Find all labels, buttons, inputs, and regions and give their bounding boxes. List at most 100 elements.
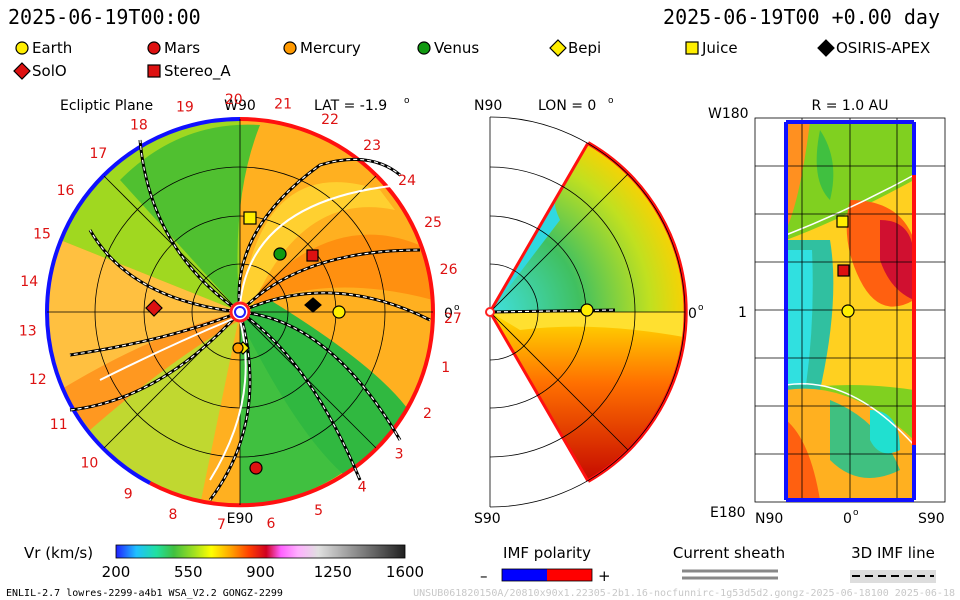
- legend-item-bepi: Bepi: [549, 39, 601, 57]
- diamond-symbol: [13, 62, 31, 80]
- circle-symbol: [417, 41, 431, 55]
- legend-label: Mars: [164, 39, 200, 57]
- lonlat-x-mid: 0: [843, 511, 852, 527]
- meridional-lon-label: LON = 0: [538, 98, 596, 114]
- legend-label: Juice: [701, 39, 738, 57]
- square-symbol: [685, 41, 699, 55]
- rotation-number: 1: [441, 360, 450, 376]
- colorbar-ticks: 200 550 900 1250 1600: [102, 563, 424, 581]
- rotation-number: 25: [424, 215, 442, 231]
- ecliptic-lat-label: LAT = -1.9: [314, 98, 387, 114]
- lonlat-earth-marker: [841, 304, 855, 318]
- meridional-right-sup: o: [698, 303, 704, 313]
- circle-symbol: [283, 41, 297, 55]
- meridional-right-label: 0: [688, 306, 697, 322]
- meridional-polarity-border: [587, 141, 688, 483]
- imf-line-label: 3D IMF line: [851, 544, 935, 562]
- rotation-number: 15: [33, 226, 51, 242]
- rotation-number: 26: [440, 262, 458, 278]
- rotation-numbers: 19 20 212223242526271234567891011121314151…: [19, 92, 462, 533]
- footer-right: UNSUB061820150A/20810x90x1.22305-2b1.16-…: [413, 588, 955, 599]
- ecliptic-plane-panel: Ecliptic Plane: [19, 92, 462, 533]
- imf-polarity-negative-swatch: [502, 569, 547, 581]
- legend-label: Stereo_A: [164, 62, 231, 81]
- osiris-apex-marker: [304, 297, 322, 313]
- ecliptic-right-label-sup: o: [454, 303, 460, 313]
- colorbar-tick: 550: [174, 563, 203, 581]
- legend-label: OSIRIS-APEX: [836, 39, 930, 57]
- lonlat-x-left: N90: [755, 511, 783, 527]
- rotation-number: 23: [363, 138, 381, 154]
- meridional-lon-sup: o: [608, 96, 614, 106]
- legend-label: Earth: [32, 39, 72, 57]
- lonlat-y-top: W180: [708, 106, 749, 122]
- object-legend: Earth Mars Mercury Venus Bepi Juice OSIRIS-APE…: [13, 39, 930, 81]
- right-datetime: 2025-06-19T00 +0.00 day: [663, 5, 940, 29]
- rotation-number: 8: [169, 507, 178, 523]
- lonlat-border-negative: [784, 120, 914, 502]
- footer-left: ENLIL-2.7 lowres-2299-a4b1 WSA_V2.2 GONG…: [6, 588, 283, 599]
- legend-item-stereo-a: Stereo_A: [147, 62, 231, 81]
- legend-item-juice: Juice: [685, 39, 738, 57]
- rotation-number: 7: [217, 517, 226, 533]
- sun-marker: [229, 301, 251, 323]
- ecliptic-top-label: W90: [224, 98, 256, 114]
- imf-polarity-positive-swatch: [547, 569, 592, 581]
- colorbar-strip: [115, 544, 406, 559]
- meridional-bottom-label: S90: [474, 511, 501, 527]
- ecliptic-lat-sup: o: [404, 96, 410, 106]
- rotation-number: 13: [19, 324, 37, 340]
- imf-polarity-minus: –: [480, 567, 488, 585]
- ecliptic-polarity-negative: [44, 117, 241, 485]
- lonlat-juice-marker: [836, 215, 849, 228]
- rotation-number: 6: [266, 516, 275, 532]
- diamond-symbol: [549, 39, 567, 57]
- ecliptic-polarity-positive: [149, 117, 436, 508]
- rotation-number: 9: [124, 486, 133, 502]
- lonlat-x-right: S90: [918, 511, 945, 527]
- imf-polarity-label: IMF polarity: [503, 544, 591, 562]
- rotation-number: 3: [395, 447, 404, 463]
- mars-marker: [249, 461, 263, 475]
- ecliptic-bottom-label: E90: [227, 511, 254, 527]
- stereo-a-marker: [306, 249, 319, 262]
- current-sheath-legend: Current sheath: [673, 544, 785, 580]
- legend-label: Bepi: [568, 39, 601, 57]
- colorbar-tick: 1250: [314, 563, 352, 581]
- legend-label: SolO: [32, 62, 67, 80]
- circle-symbol: [15, 41, 29, 55]
- rotation-number: 21: [274, 96, 292, 112]
- colorbar-tick: 1600: [386, 563, 424, 581]
- lonlat-y-mid: 1: [738, 305, 747, 321]
- circle-symbol: [147, 41, 161, 55]
- imf-line-legend: 3D IMF line: [850, 544, 936, 583]
- rotation-number: 4: [358, 480, 367, 496]
- rotation-number: 20: [225, 92, 243, 108]
- lonlat-stereo-a-marker: [837, 264, 850, 277]
- rotation-number: 24: [398, 173, 416, 189]
- juice-marker: [243, 211, 257, 225]
- lonlat-map-panel: R = 1.0 AU W180 1 E180 N90 0 o S90: [708, 98, 946, 527]
- meridional-speed-map: [490, 143, 686, 481]
- lonlat-y-bottom: E180: [710, 505, 746, 521]
- legend-item-solo: SolO: [13, 62, 67, 80]
- rotation-number: 22: [321, 112, 339, 128]
- legend-item-mercury: Mercury: [283, 39, 361, 57]
- rotation-number: 5: [314, 503, 323, 519]
- speed-colorbar: Vr (km/s) 200 550 900 1250 1600: [24, 544, 424, 581]
- rotation-number: 16: [57, 183, 75, 199]
- ecliptic-current-sheath: [99, 184, 401, 481]
- rotation-number: 2: [423, 406, 432, 422]
- diamond-symbol: [817, 39, 835, 57]
- legend-label: Venus: [434, 39, 479, 57]
- legend-item-venus: Venus: [417, 39, 479, 57]
- solo-marker: [145, 299, 163, 317]
- rotation-number: 14: [20, 274, 38, 290]
- mercury-marker: [232, 342, 244, 354]
- legend-item-mars: Mars: [147, 39, 200, 57]
- meridional-earth-marker: [580, 303, 594, 317]
- rotation-number: 18: [130, 118, 148, 134]
- venus-marker: [273, 247, 287, 261]
- colorbar-tick: 200: [102, 563, 131, 581]
- colorbar-label: Vr (km/s): [24, 544, 93, 562]
